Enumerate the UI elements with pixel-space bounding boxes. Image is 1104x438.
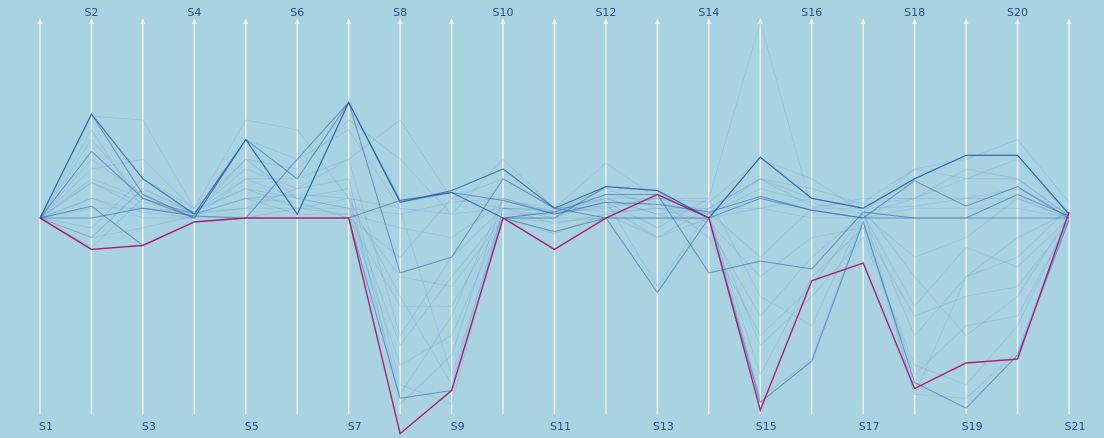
series-line [39, 119, 1070, 317]
axis-label-s12: S12 [595, 6, 616, 19]
axis-arrow-icon [500, 18, 506, 24]
axis-label-s21: S21 [1065, 420, 1086, 433]
series-line [39, 128, 1070, 377]
axis-arrow-icon [243, 18, 249, 24]
series-line [39, 178, 1070, 405]
axis-arrow-icon [809, 18, 815, 24]
axis-label-s1: S1 [39, 420, 53, 433]
axis-label-s5: S5 [245, 420, 259, 433]
axis-arrow-icon [963, 18, 969, 24]
series-line [39, 178, 1070, 400]
series-line [39, 207, 1070, 386]
axis-label-s10: S10 [493, 6, 514, 19]
axis-arrow-icon [1015, 18, 1021, 24]
highlighted-series-line [39, 193, 1070, 435]
series-line [39, 178, 1070, 239]
axis-arrow-icon [191, 18, 197, 24]
axis-arrow-icon [346, 18, 352, 24]
axis-label-s2: S2 [84, 6, 98, 19]
axis-label-s15: S15 [756, 420, 777, 433]
series-line [39, 101, 1070, 219]
series-line [39, 20, 1070, 219]
axis-arrow-icon [552, 18, 557, 24]
axis-arrow-icon [397, 18, 403, 24]
axis-label-s18: S18 [904, 6, 925, 19]
axis-label-s13: S13 [653, 420, 674, 433]
axis-arrow-icon [860, 18, 866, 24]
axis-arrow-icon [706, 18, 712, 24]
axis-label-s17: S17 [859, 420, 880, 433]
axis-arrow-icon [294, 18, 300, 24]
series-line [39, 168, 1070, 396]
lines-layer [39, 20, 1070, 409]
axis-label-s6: S6 [290, 6, 304, 19]
axis-label-s9: S9 [451, 420, 465, 433]
series-line [39, 197, 1070, 347]
series-line [39, 197, 1070, 258]
series-line [39, 115, 1070, 219]
axis-arrow-icon [140, 18, 146, 24]
axis-arrow-icon [449, 18, 455, 24]
axis-label-s4: S4 [187, 6, 201, 19]
axis-arrow-icon [912, 18, 918, 24]
series-line [39, 178, 1070, 239]
axis-label-s11: S11 [550, 420, 571, 433]
axis-label-s16: S16 [801, 6, 822, 19]
axis-label-s8: S8 [393, 6, 407, 19]
highlight-layer [39, 193, 1070, 435]
axis-labels-layer: S1 S2 S3 S4 S5 S6 S7 S8 S9 S10 S11 S12 S13 S14 S15 S16 S… [39, 6, 1085, 433]
axis-arrow-icon [1066, 18, 1072, 24]
series-line [39, 158, 1070, 337]
axis-arrow-icon [37, 18, 43, 24]
axis-arrow-icon [88, 18, 94, 24]
series-line [39, 158, 1070, 337]
axis-label-s7: S7 [348, 420, 362, 433]
axis-arrow-icon [757, 18, 763, 24]
axis-arrow-icon [603, 18, 609, 24]
axis-label-s19: S19 [962, 420, 983, 433]
axis-label-s14: S14 [698, 6, 719, 19]
axis-label-s3: S3 [142, 420, 156, 433]
series-line [39, 158, 1070, 386]
series-line [40, 191, 1070, 274]
axis-arrow-icon [654, 18, 660, 24]
axis-label-s20: S20 [1007, 6, 1028, 19]
series-line [39, 158, 1070, 406]
